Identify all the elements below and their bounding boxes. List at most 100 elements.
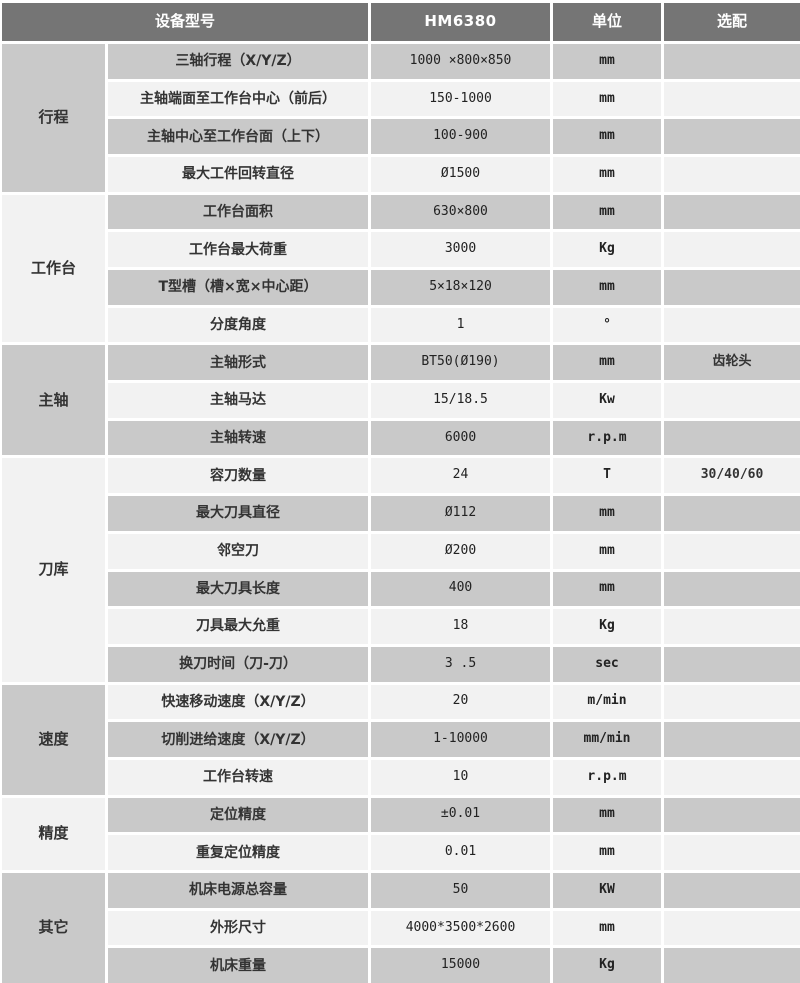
param-cell: 邻空刀 <box>108 533 368 569</box>
value-cell: 10 <box>371 759 550 795</box>
param-cell: 最大刀具直径 <box>108 496 368 531</box>
param-cell: 最大工件回转直径 <box>108 157 368 192</box>
optional-cell <box>664 646 800 682</box>
optional-cell <box>664 684 800 720</box>
param-cell: 主轴转速 <box>108 420 368 456</box>
unit-cell: Kw <box>553 383 661 418</box>
unit-cell: mm <box>553 797 661 833</box>
unit-cell: mm/min <box>553 722 661 757</box>
unit-cell: mm <box>553 44 661 79</box>
category-cell: 精度 <box>2 797 105 870</box>
value-cell: 1-10000 <box>371 722 550 757</box>
unit-cell: Kg <box>553 609 661 644</box>
header-device-model-label: 设备型号 <box>2 3 368 41</box>
optional-cell <box>664 759 800 795</box>
category-cell: 行程 <box>2 44 105 192</box>
value-cell: BT50(Ø190) <box>371 345 550 381</box>
value-cell: 3 .5 <box>371 646 550 682</box>
param-cell: 分度角度 <box>108 307 368 343</box>
optional-cell <box>664 44 800 79</box>
value-cell: 100-900 <box>371 119 550 155</box>
unit-cell: KW <box>553 872 661 908</box>
value-cell: Ø112 <box>371 496 550 531</box>
unit-cell: mm <box>553 533 661 569</box>
unit-cell: Kg <box>553 232 661 268</box>
category-cell: 工作台 <box>2 194 105 343</box>
optional-cell: 30/40/60 <box>664 458 800 494</box>
param-cell: 工作台转速 <box>108 759 368 795</box>
value-cell: Ø1500 <box>371 157 550 192</box>
unit-cell: sec <box>553 646 661 682</box>
value-cell: 50 <box>371 872 550 908</box>
optional-cell <box>664 571 800 607</box>
unit-cell: Kg <box>553 948 661 983</box>
value-cell: 24 <box>371 458 550 494</box>
param-cell: 机床重量 <box>108 948 368 983</box>
unit-cell: mm <box>553 571 661 607</box>
value-cell: 400 <box>371 571 550 607</box>
optional-cell <box>664 420 800 456</box>
unit-cell: mm <box>553 910 661 946</box>
header-model-value: HM6380 <box>371 3 550 41</box>
unit-cell: mm <box>553 270 661 305</box>
optional-cell <box>664 835 800 870</box>
unit-cell: mm <box>553 119 661 155</box>
header-optional-label: 选配 <box>664 3 800 41</box>
param-cell: 主轴形式 <box>108 345 368 381</box>
unit-cell: r.p.m <box>553 759 661 795</box>
param-cell: 主轴中心至工作台面（上下） <box>108 119 368 155</box>
param-cell: 重复定位精度 <box>108 835 368 870</box>
param-cell: 机床电源总容量 <box>108 872 368 908</box>
param-cell: 工作台面积 <box>108 194 368 230</box>
optional-cell <box>664 797 800 833</box>
optional-cell <box>664 119 800 155</box>
param-cell: 切削进给速度（X/Y/Z） <box>108 722 368 757</box>
param-cell: 容刀数量 <box>108 458 368 494</box>
optional-cell <box>664 533 800 569</box>
param-cell: 定位精度 <box>108 797 368 833</box>
optional-cell <box>664 910 800 946</box>
value-cell: 1 <box>371 307 550 343</box>
param-cell: 刀具最大允重 <box>108 609 368 644</box>
param-cell: T型槽（槽×宽×中心距） <box>108 270 368 305</box>
value-cell: ±0.01 <box>371 797 550 833</box>
value-cell: 4000*3500*2600 <box>371 910 550 946</box>
param-cell: 工作台最大荷重 <box>108 232 368 268</box>
value-cell: 1000 ×800×850 <box>371 44 550 79</box>
param-cell: 主轴马达 <box>108 383 368 418</box>
optional-cell <box>664 232 800 268</box>
header-unit-label: 单位 <box>553 3 661 41</box>
param-cell: 最大刀具长度 <box>108 571 368 607</box>
unit-cell: mm <box>553 345 661 381</box>
unit-cell: mm <box>553 157 661 192</box>
optional-cell <box>664 722 800 757</box>
value-cell: 18 <box>371 609 550 644</box>
unit-cell: r.p.m <box>553 420 661 456</box>
unit-cell: m/min <box>553 684 661 720</box>
value-cell: 20 <box>371 684 550 720</box>
optional-cell <box>664 81 800 117</box>
category-cell: 主轴 <box>2 345 105 456</box>
param-cell: 外形尺寸 <box>108 910 368 946</box>
unit-cell: mm <box>553 496 661 531</box>
optional-cell <box>664 157 800 192</box>
value-cell: Ø200 <box>371 533 550 569</box>
optional-cell <box>664 609 800 644</box>
value-cell: 5×18×120 <box>371 270 550 305</box>
category-cell: 刀库 <box>2 458 105 682</box>
optional-cell <box>664 872 800 908</box>
param-cell: 换刀时间（刀-刀） <box>108 646 368 682</box>
value-cell: 3000 <box>371 232 550 268</box>
optional-cell <box>664 307 800 343</box>
unit-cell: T <box>553 458 661 494</box>
param-cell: 主轴端面至工作台中心（前后） <box>108 81 368 117</box>
value-cell: 6000 <box>371 420 550 456</box>
optional-cell <box>664 194 800 230</box>
param-cell: 快速移动速度（X/Y/Z） <box>108 684 368 720</box>
unit-cell: ° <box>553 307 661 343</box>
optional-cell <box>664 270 800 305</box>
optional-cell <box>664 496 800 531</box>
category-cell: 其它 <box>2 872 105 983</box>
unit-cell: mm <box>553 81 661 117</box>
